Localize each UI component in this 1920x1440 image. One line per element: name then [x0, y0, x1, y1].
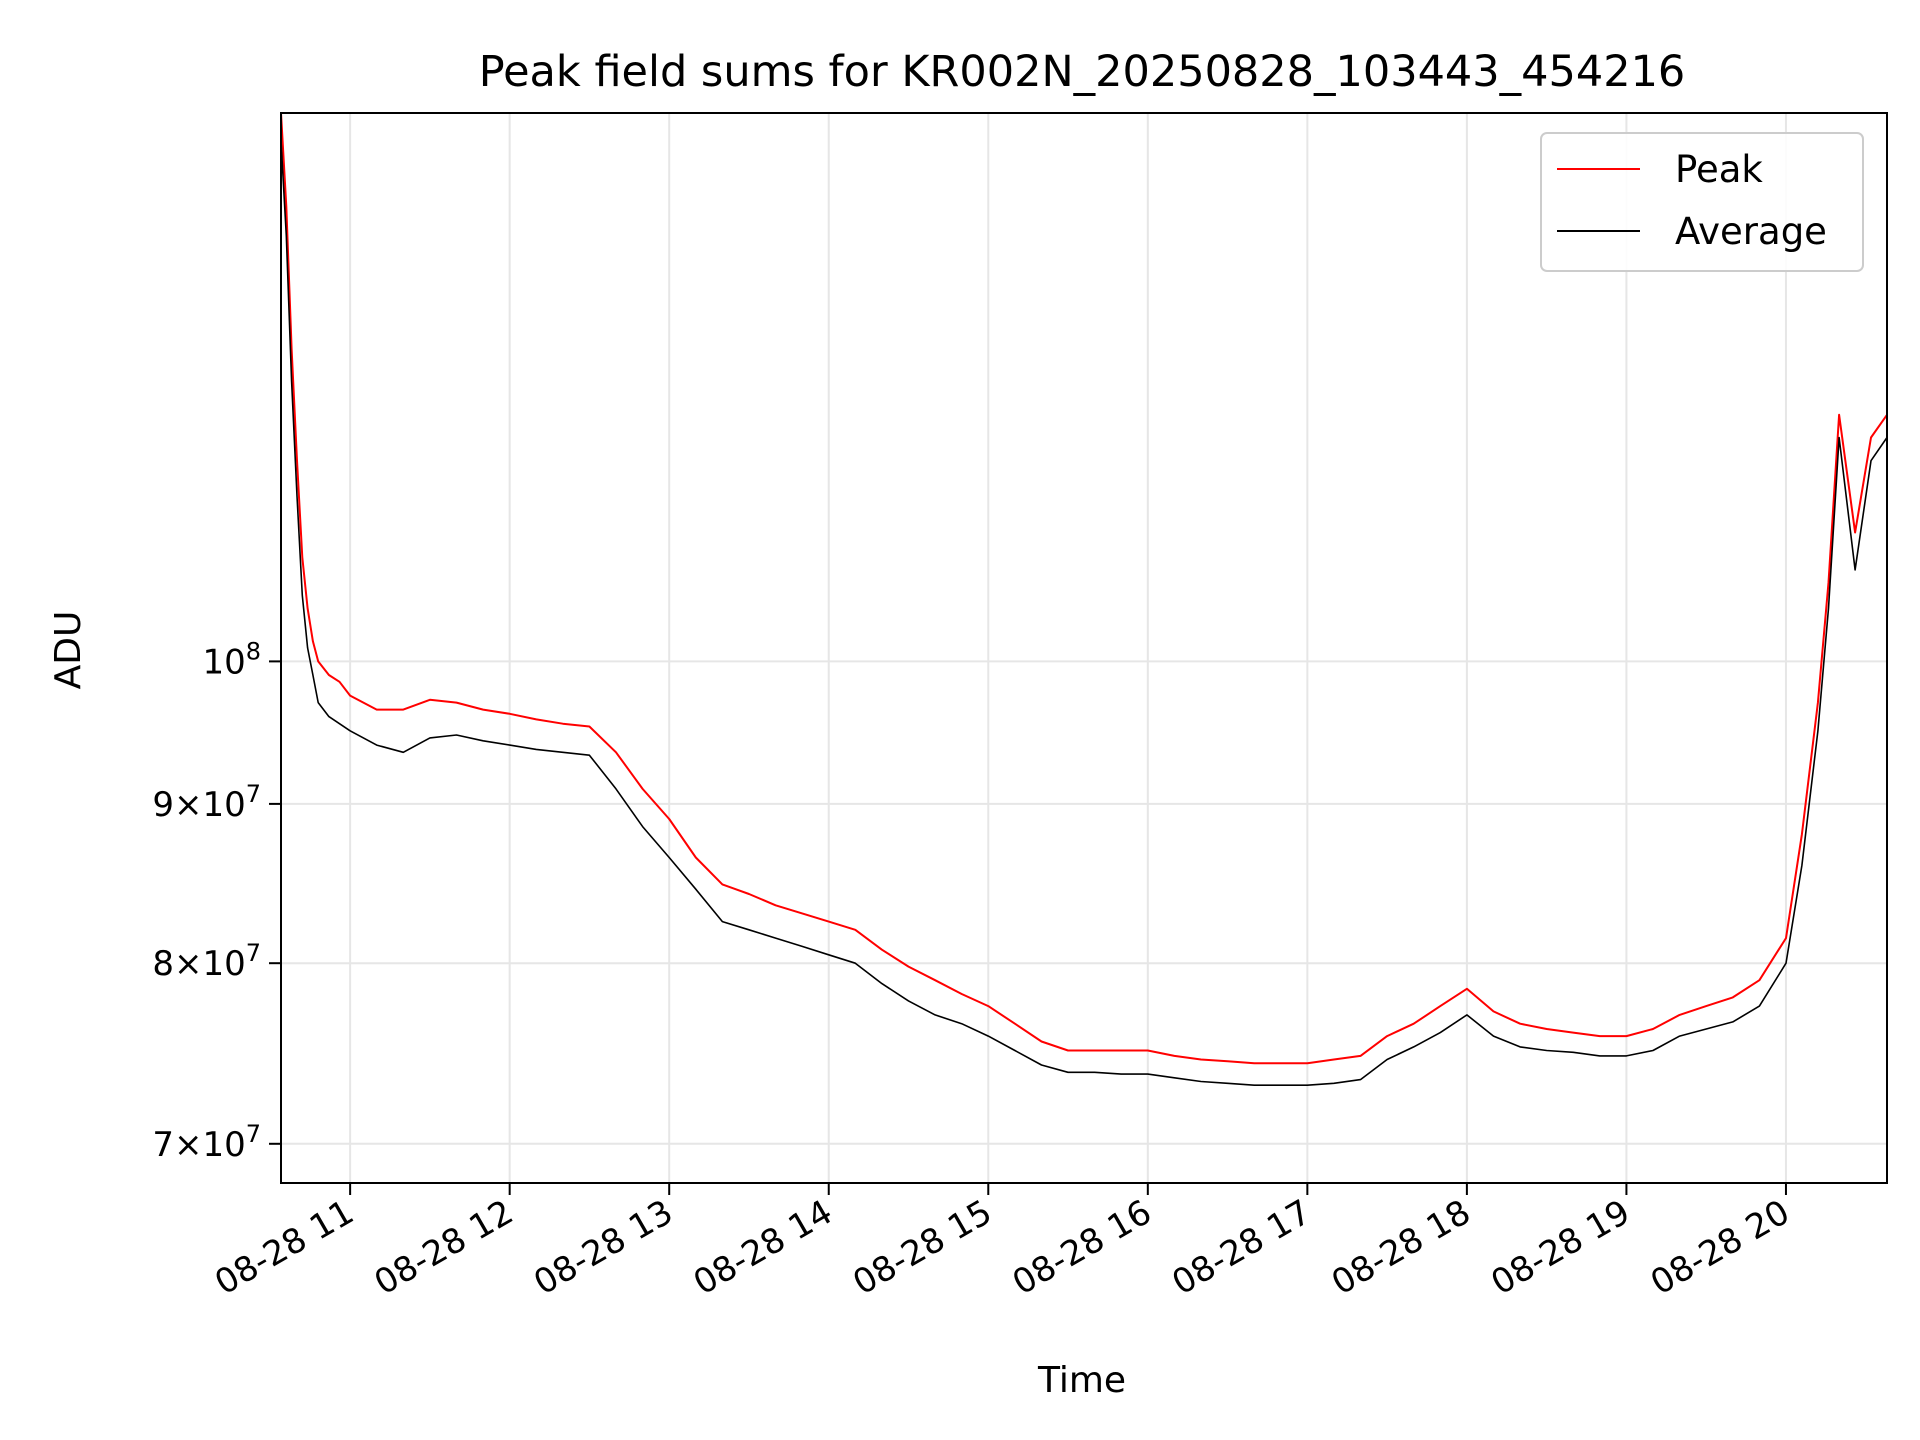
- legend-label-peak: Peak: [1675, 148, 1763, 191]
- series-line-peak: [280, 112, 1888, 1065]
- series-lines: [280, 112, 1888, 1086]
- x-axis-label: Time: [1037, 1360, 1126, 1401]
- y-axis-label: ADU: [48, 611, 89, 690]
- plot-area-frame: [280, 112, 1888, 1184]
- y-tick-label: 108: [202, 637, 261, 682]
- legend-label-average: Average: [1675, 210, 1827, 253]
- chart-title: Peak field sums for KR002N_20250828_1034…: [479, 47, 1686, 97]
- y-tick-label: 8×107: [152, 939, 261, 984]
- grid-lines: [281, 113, 1887, 1183]
- y-tick-label: 7×107: [152, 1120, 261, 1165]
- legend: Peak Average: [1540, 132, 1864, 272]
- y-axis-ticks: 7×107 8×107 9×107 108: [152, 637, 281, 1165]
- y-tick-label: 9×107: [152, 780, 261, 825]
- legend-box: [1540, 132, 1864, 272]
- series-line-average: [280, 140, 1888, 1086]
